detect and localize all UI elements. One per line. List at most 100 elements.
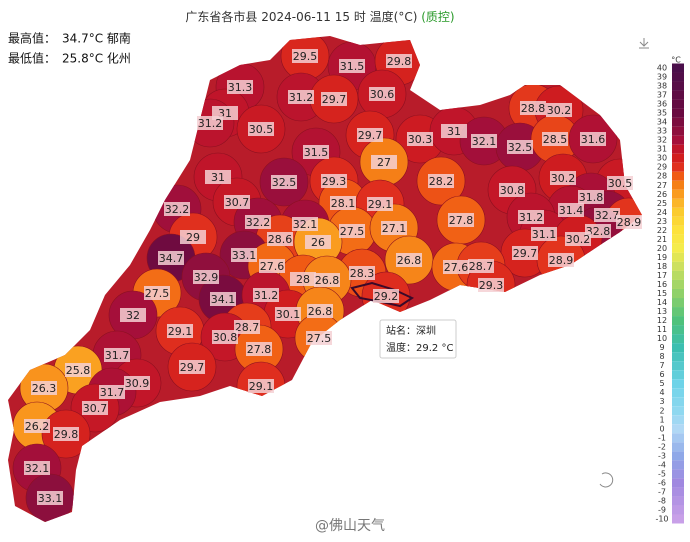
station-value: 29.7 (322, 93, 347, 106)
station-value: 29.1 (368, 198, 393, 211)
station-value: 29.8 (54, 428, 79, 441)
legend-swatch (672, 370, 684, 380)
download-button[interactable] (639, 38, 649, 49)
legend-swatch (672, 234, 684, 244)
station-label-box (518, 210, 544, 224)
max-text: 34.7°C 郁南 (62, 31, 131, 46)
station-value: 26.8 (308, 305, 333, 318)
station-value: 31.1 (532, 228, 557, 241)
station-value: 30.2 (566, 233, 591, 246)
legend-swatch (672, 505, 684, 515)
station-value: 30.7 (83, 402, 108, 415)
station-label-box (594, 208, 620, 222)
station-value: 29 (186, 231, 200, 244)
station-label-box (499, 183, 525, 197)
legend-swatch (672, 298, 684, 308)
legend-swatch (672, 216, 684, 226)
legend-swatch (672, 108, 684, 118)
station-value: 30.2 (551, 172, 576, 185)
station-label-box (120, 308, 146, 322)
station-label-box (31, 381, 57, 395)
legend-swatch (672, 487, 684, 497)
station-label-box (205, 170, 231, 184)
legend-label: 1 (659, 415, 664, 424)
legend-label: -6 (658, 478, 666, 487)
refresh-button[interactable] (599, 472, 614, 488)
station-value: 30.5 (249, 123, 274, 136)
station-label-box (275, 307, 301, 321)
station-value: 26.3 (32, 382, 57, 395)
station-label-box (259, 259, 285, 273)
station-label-box (164, 202, 190, 216)
station-label-box (292, 217, 318, 231)
station-label-box (271, 175, 297, 189)
station-value: 28.3 (350, 267, 375, 280)
station-value: 29.1 (249, 380, 274, 393)
legend-swatch (672, 225, 684, 235)
station-value: 28.8 (521, 102, 546, 115)
legend-swatch (672, 316, 684, 326)
station-value: 25.8 (66, 364, 91, 377)
station-label-box (144, 286, 170, 300)
legend-label: -5 (658, 469, 666, 478)
station-value: 31.2 (254, 289, 279, 302)
legend-label: 24 (657, 208, 667, 217)
legend-label: 38 (657, 82, 667, 91)
legend-swatch (672, 361, 684, 371)
legend-label: 34 (657, 118, 667, 127)
station-value: 32.1 (25, 462, 50, 475)
station-value: 30.2 (547, 104, 572, 117)
station-label-box (520, 101, 546, 115)
legend-label: 8 (659, 352, 664, 361)
station-label-box (248, 122, 274, 136)
station-value: 26.8 (397, 254, 422, 267)
legend-swatch (672, 352, 684, 362)
legend-swatch (672, 162, 684, 172)
station-label-box (428, 174, 454, 188)
station-value: 27.5 (340, 225, 365, 238)
station-label-box (381, 221, 407, 235)
legend-label: 18 (657, 262, 667, 271)
station-value: 27.5 (145, 287, 170, 300)
legend-swatch (672, 469, 684, 479)
station-label-box (288, 90, 314, 104)
tooltip-name: 站名：深圳 (386, 324, 436, 337)
station-label-box (290, 272, 316, 286)
legend-swatch (672, 153, 684, 163)
legend-swatch (672, 442, 684, 452)
station-label-box (303, 145, 329, 159)
station-label-box (306, 331, 332, 345)
legend-label: -10 (655, 515, 668, 524)
min-label: 最低值： (8, 51, 56, 66)
station-label-box (367, 197, 393, 211)
station-value: 32.5 (508, 141, 533, 154)
legend-swatch (672, 189, 684, 199)
station-label-box (578, 190, 604, 204)
station-label-box (349, 266, 375, 280)
station-label-box (531, 227, 557, 241)
station-value: 34.1 (211, 293, 236, 306)
legend-swatch (672, 144, 684, 154)
station-label-box (292, 49, 318, 63)
legend-swatch (672, 451, 684, 461)
title-qc[interactable]: (质控) (421, 10, 454, 24)
station-label-box (330, 196, 356, 210)
station-value: 32 (126, 309, 140, 322)
legend-label: -2 (658, 442, 666, 451)
legend-swatch (672, 406, 684, 416)
watermark: @佛山天气 (315, 518, 385, 534)
legend-label: -3 (658, 451, 666, 460)
station-label-box (253, 288, 279, 302)
station-label-box (373, 289, 399, 303)
station-value: 28.1 (331, 197, 356, 210)
station-value: 31.7 (105, 349, 130, 362)
legend-label: 40 (657, 64, 667, 73)
legend-label: 25 (657, 199, 667, 208)
station-label-box (565, 232, 591, 246)
station-label-box (542, 132, 568, 146)
legend-label: 30 (657, 154, 667, 163)
station-label-box (441, 124, 467, 138)
min-text: 25.8°C 化州 (62, 52, 131, 66)
station-label-box (585, 224, 611, 238)
station-value: 31.6 (581, 133, 606, 146)
